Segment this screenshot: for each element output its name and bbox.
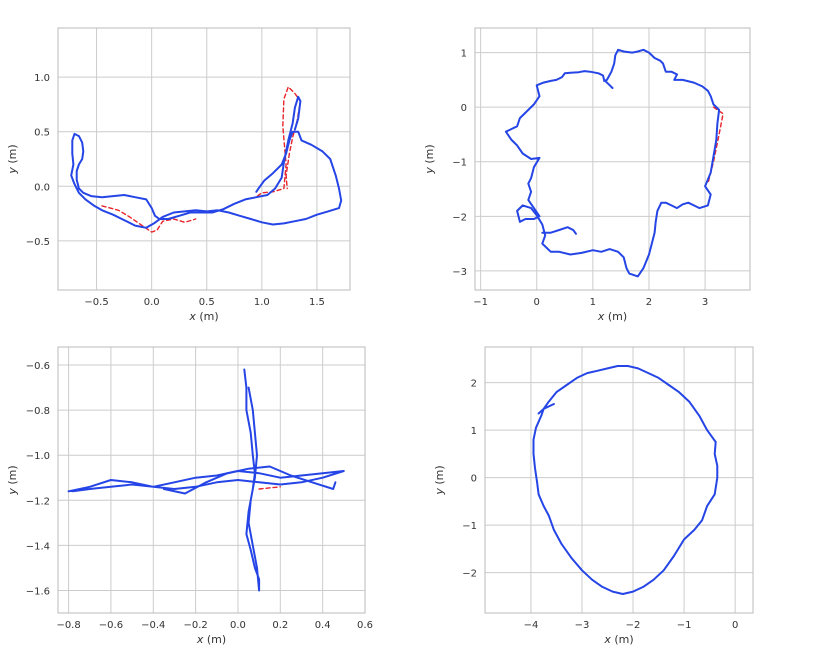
chart-bottom-left: −0.8 −0.6 −0.4 −0.2 0.0 0.2 0.4 0.6 −1.6 −1.4 −1.2… [0,325,415,651]
x-tick-label: 0.0 [230,620,246,631]
x-tick-label: −0.5 [84,297,108,308]
x-tick-label: −1 [677,620,692,631]
y-tick-label: −2 [462,569,477,580]
chart-svg: −0.5 0.0 0.5 1.0 1.5−0.50.00.51.0x (m)y (m) [6,27,351,323]
x-axis-var: x [196,633,204,646]
y-axis-label: y (m) [423,144,436,174]
x-axis-label: x (m) [603,633,633,646]
x-tick-label: 0.6 [357,620,373,631]
x-tick-label: 0 [534,297,540,308]
x-tick-label: 0.0 [144,297,160,308]
y-tick-label: −1 [462,521,477,532]
plot-frame [57,27,351,291]
series-group [70,86,343,233]
chart-svg: −0.8 −0.6 −0.4 −0.2 0.0 0.2 0.4 0.6 −1.6 −1.4 −1.2… [6,346,373,646]
y-axis-unit: (m) [433,465,446,488]
y-axis-var: y [6,167,19,175]
estimated-trajectory-line [532,365,719,595]
y-axis-var: y [433,488,446,496]
x-tick-label: 3 [702,297,708,308]
grid [485,347,753,613]
y-tick-label: 2 [471,379,477,390]
x-tick-label: 1 [590,297,596,308]
y-axis-unit: (m) [423,144,436,167]
reference-trajectory-line [258,486,281,490]
x-axis-unit: (m) [196,310,219,323]
y-axis-label: y (m) [433,465,446,495]
x-axis-unit: (m) [604,310,627,323]
y-tick-label: −0.5 [26,237,50,248]
x-tick-label: −4 [524,620,539,631]
y-tick-label: 0.0 [34,182,50,193]
x-axis-label: x (m) [188,310,218,323]
x-axis-var: x [597,310,605,323]
x-axis-unit: (m) [203,633,226,646]
y-tick-label: −0.8 [26,406,50,417]
y-tick-label: 1 [461,49,467,60]
x-tick-label: 0 [732,620,738,631]
y-axis-var: y [423,167,436,175]
y-tick-label: −1.2 [26,496,50,507]
x-tick-label: 0.2 [272,620,288,631]
estimated-trajectory-line [67,470,345,493]
plot-frame [484,346,754,614]
y-axis-unit: (m) [6,144,19,167]
x-tick-label: 2 [646,297,652,308]
grid [58,28,350,290]
series-group [67,368,345,592]
x-tick-label: 0.4 [315,620,331,631]
plot-frame [57,346,366,614]
y-tick-label: 0 [461,103,467,114]
x-tick-label: −2 [626,620,641,631]
y-tick-label: −1.4 [26,541,50,552]
x-tick-label: −0.2 [183,620,207,631]
y-tick-label: 0 [471,474,477,485]
y-tick-label: −2 [452,212,467,223]
y-axis-unit: (m) [6,465,19,488]
estimated-trajectory-line [162,465,337,495]
x-axis-unit: (m) [611,633,634,646]
estimated-trajectory-line [541,226,577,235]
estimated-trajectory-line [243,368,261,592]
x-axis-var: x [188,310,196,323]
plot-frame [474,27,751,291]
chart-bottom-right: −4 −3 −2 −1 0 −2 −1 0 1 2 x (m) y (m) [415,325,831,651]
x-axis-label: x (m) [196,633,226,646]
reference-trajectory-line [256,86,302,197]
series-group [504,48,724,278]
y-axis-label: y (m) [6,465,19,495]
x-tick-label: −1 [473,297,488,308]
y-tick-label: −1 [452,158,467,169]
y-tick-label: −0.6 [26,361,50,372]
x-axis-label: x (m) [597,310,627,323]
x-tick-label: 1.0 [254,297,270,308]
y-tick-label: −1.6 [26,586,50,597]
reference-trajectory-line [101,205,197,233]
estimated-trajectory-line [504,48,721,278]
estimated-trajectory-line [70,95,343,229]
x-tick-label: −0.4 [141,620,165,631]
chart-top-left: −0.5 0.0 0.5 1.0 1.5 −0.5 0.0 0.5 1.0 x (m) y (m) [0,0,415,325]
y-tick-label: 1.0 [34,73,50,84]
y-tick-label: 1 [471,426,477,437]
y-axis-var: y [6,488,19,496]
x-axis-var: x [603,633,611,646]
x-tick-label: 0.5 [199,297,215,308]
x-tick-label: −0.8 [56,620,80,631]
x-tick-label: −0.6 [99,620,123,631]
y-tick-label: −3 [452,267,467,278]
y-axis-label: y (m) [6,144,19,174]
x-tick-label: 1.5 [309,297,325,308]
series-group [532,365,719,595]
y-tick-label: −1.0 [26,451,50,462]
y-tick-label: 0.5 [34,128,50,139]
chart-top-right: −1 0 1 2 3 −3 −2 −1 0 1 x (m) y (m) [415,0,831,325]
x-tick-label: −3 [575,620,590,631]
